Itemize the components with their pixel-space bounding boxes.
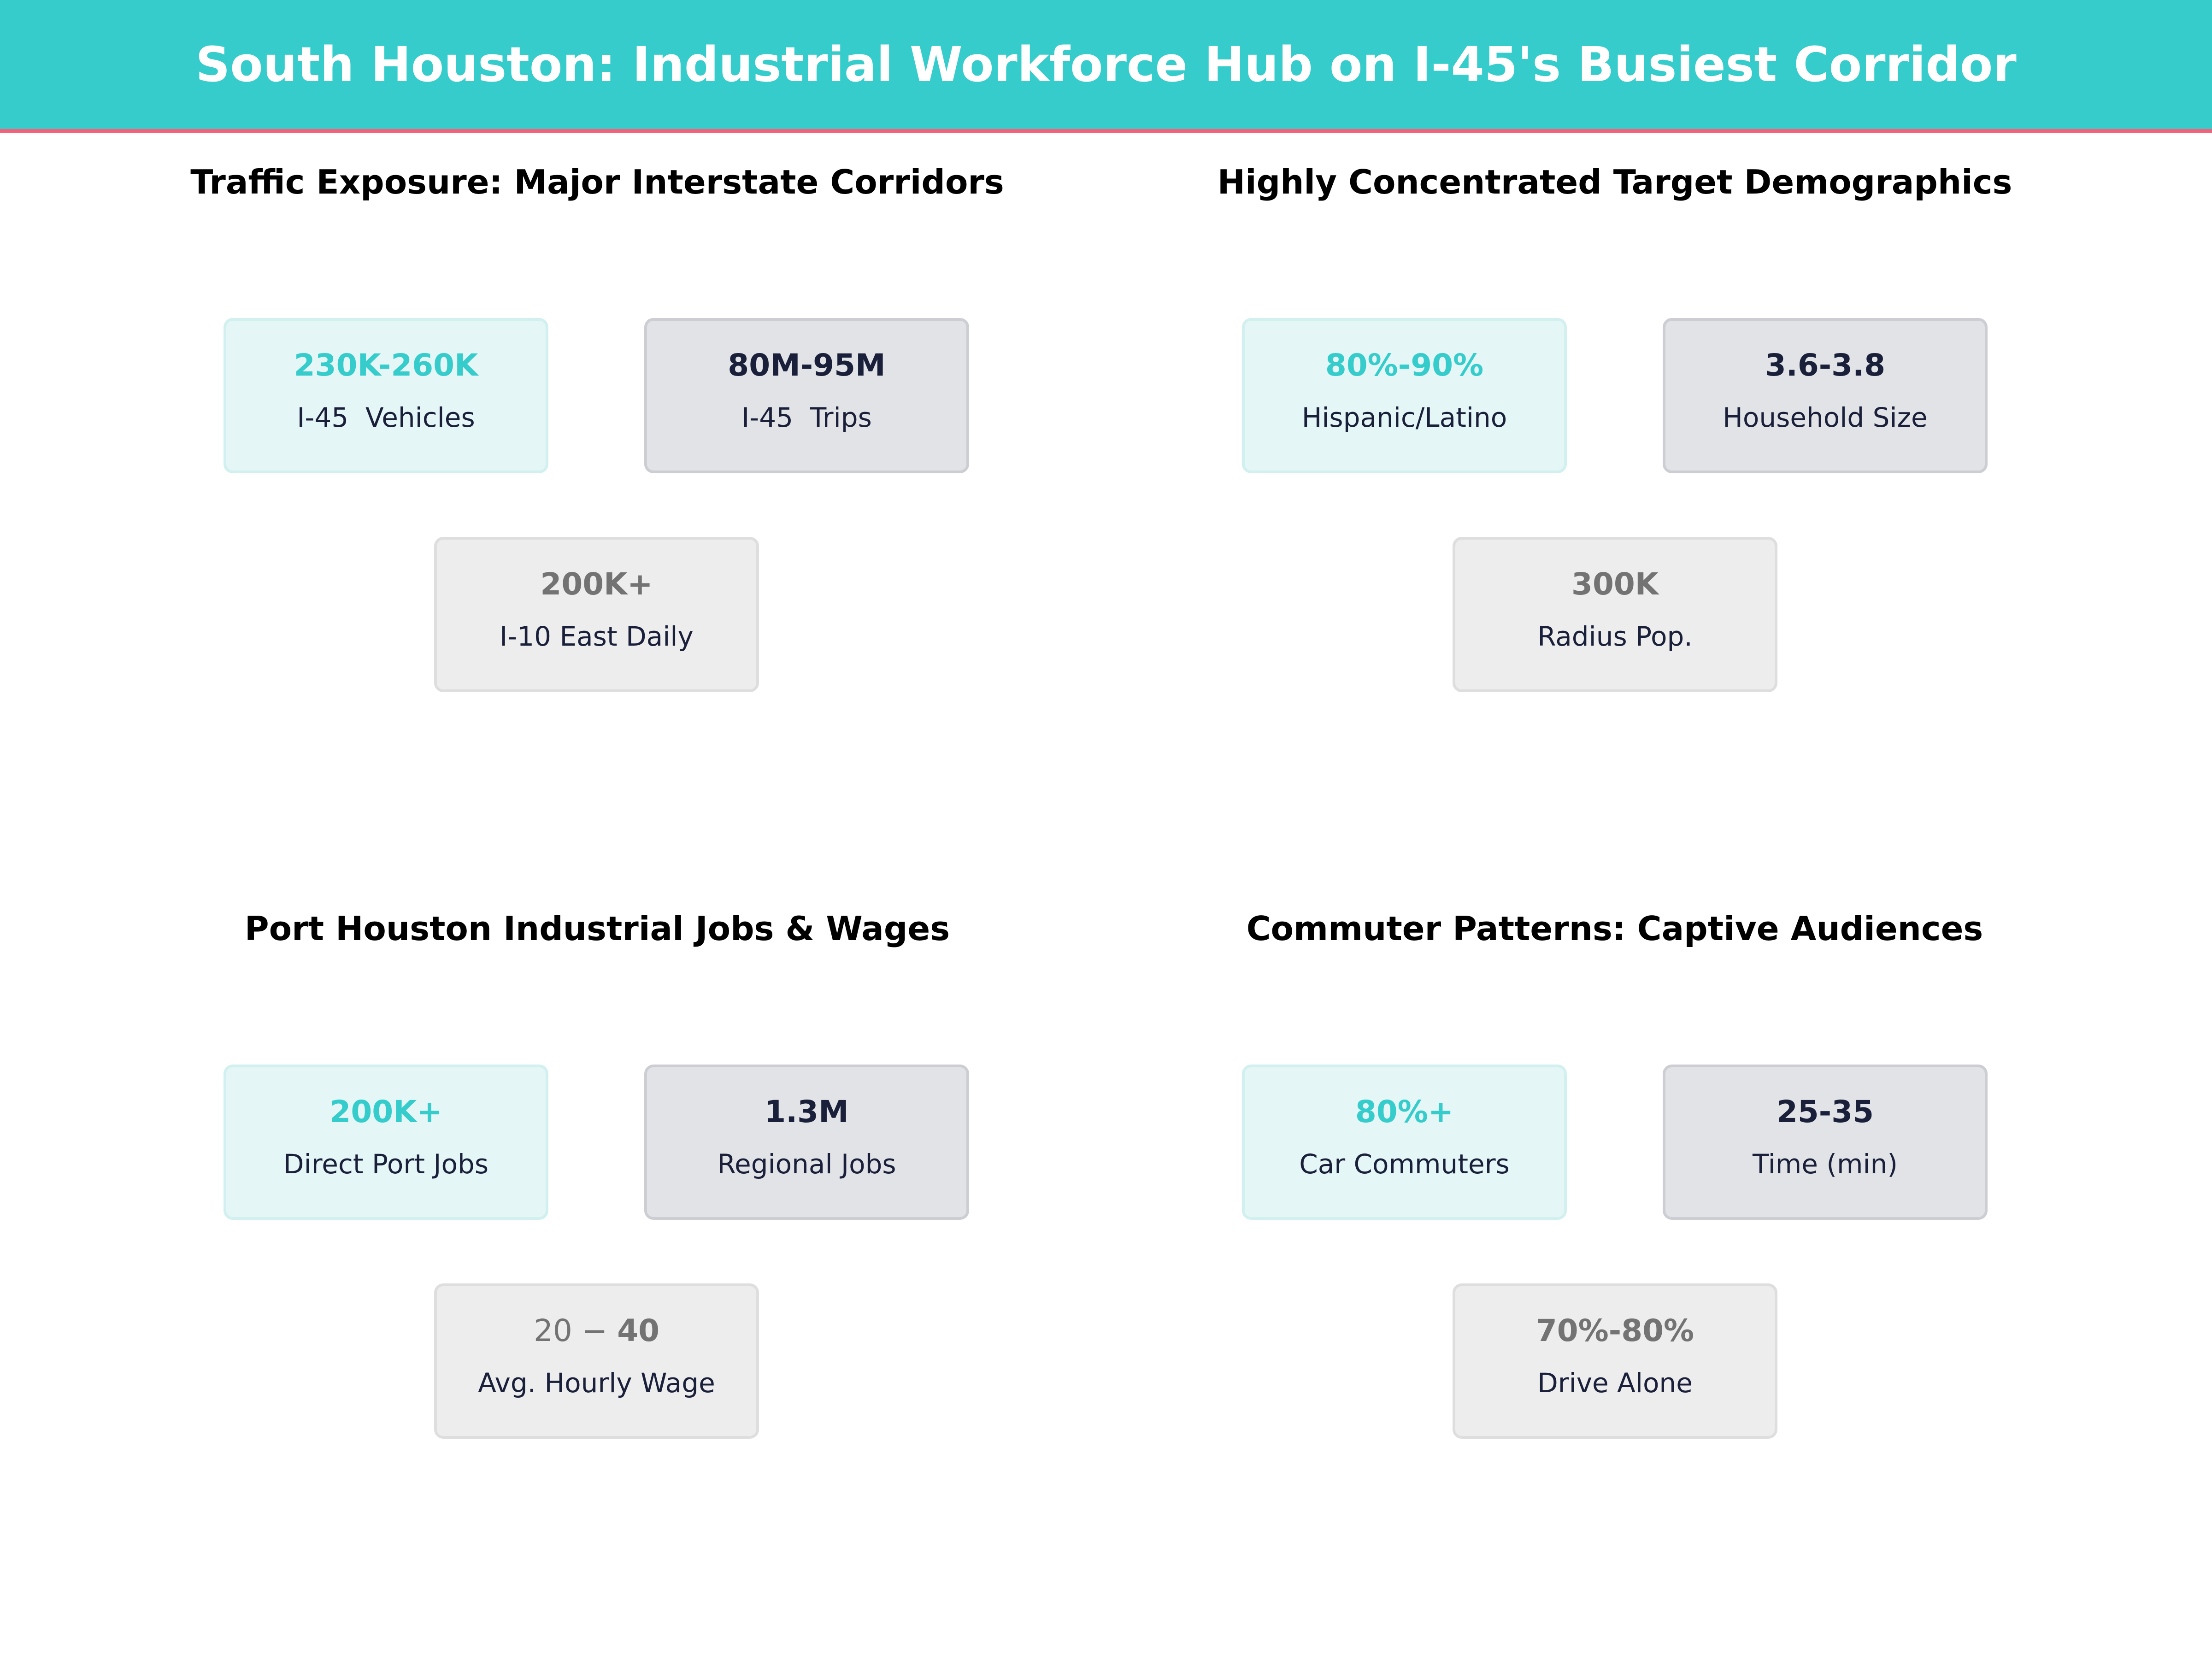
stat-label: Direct Port Jobs bbox=[283, 1148, 489, 1180]
stat-card-radius-pop: 300K Radius Pop. bbox=[1453, 537, 1777, 692]
stat-card-commute-time: 25-35 Time (min) bbox=[1663, 1065, 1988, 1220]
stat-label: Hispanic/Latino bbox=[1301, 402, 1507, 433]
stat-label: Household Size bbox=[1723, 402, 1928, 433]
stat-value: 80%+ bbox=[1355, 1094, 1454, 1130]
stat-card-drive-alone: 70%-80% Drive Alone bbox=[1453, 1283, 1777, 1439]
stat-card-hispanic-latino: 80%-90% Hispanic/Latino bbox=[1242, 318, 1567, 473]
stat-card-car-commuters: 80%+ Car Commuters bbox=[1242, 1065, 1567, 1220]
stat-card-i45-trips: 80M-95M I-45 Trips bbox=[644, 318, 969, 473]
stat-label: Avg. Hourly Wage bbox=[478, 1367, 715, 1399]
stat-value-part2: 40 bbox=[617, 1313, 660, 1348]
stat-value: 200K+ bbox=[329, 1094, 442, 1130]
stat-label: I-45 Vehicles bbox=[297, 402, 475, 433]
stat-label: Regional Jobs bbox=[717, 1148, 896, 1180]
stat-label: Drive Alone bbox=[1537, 1367, 1693, 1399]
stat-label: Time (min) bbox=[1752, 1148, 1898, 1180]
panel-title-commuter: Commuter Patterns: Captive Audiences bbox=[1246, 909, 1983, 948]
stat-value: 1.3M bbox=[765, 1094, 849, 1130]
stat-label: Radius Pop. bbox=[1537, 621, 1693, 652]
stat-card-regional-jobs: 1.3M Regional Jobs bbox=[644, 1065, 969, 1220]
stat-value: 80%-90% bbox=[1325, 347, 1484, 383]
panel-title-demographics: Highly Concentrated Target Demographics bbox=[1217, 163, 2012, 201]
stat-value: 300K bbox=[1571, 566, 1659, 602]
stat-label: Car Commuters bbox=[1299, 1148, 1510, 1180]
panel-title-traffic: Traffic Exposure: Major Interstate Corri… bbox=[190, 163, 1004, 201]
header-accent-line bbox=[0, 129, 2212, 133]
stat-value: 70%-80% bbox=[1535, 1313, 1694, 1348]
stat-value: 25-35 bbox=[1776, 1094, 1874, 1130]
stat-card-direct-port-jobs: 200K+ Direct Port Jobs bbox=[224, 1065, 548, 1220]
stat-value: 3.6-3.8 bbox=[1765, 347, 1886, 383]
stat-card-household-size: 3.6-3.8 Household Size bbox=[1663, 318, 1988, 473]
page-title: South Houston: Industrial Workforce Hub … bbox=[195, 36, 2017, 93]
stat-value: 80M-95M bbox=[728, 347, 886, 383]
header-banner bbox=[0, 0, 2212, 129]
stat-label: I-10 East Daily bbox=[500, 621, 694, 652]
stat-card-i45-vehicles: 230K-260K I-45 Vehicles bbox=[224, 318, 548, 473]
stat-value: 200K+ bbox=[540, 566, 653, 602]
stat-card-avg-hourly-wage: 20 − 40 Avg. Hourly Wage bbox=[434, 1283, 759, 1439]
stat-card-i10-east-daily: 200K+ I-10 East Daily bbox=[434, 537, 759, 692]
stat-label: I-45 Trips bbox=[741, 402, 872, 433]
stat-value: 20 − 40 bbox=[437, 1310, 756, 1352]
panel-title-port-jobs: Port Houston Industrial Jobs & Wages bbox=[244, 909, 950, 948]
stat-value-part1: 20 − bbox=[533, 1313, 618, 1348]
stat-value: 230K-260K bbox=[294, 347, 478, 383]
